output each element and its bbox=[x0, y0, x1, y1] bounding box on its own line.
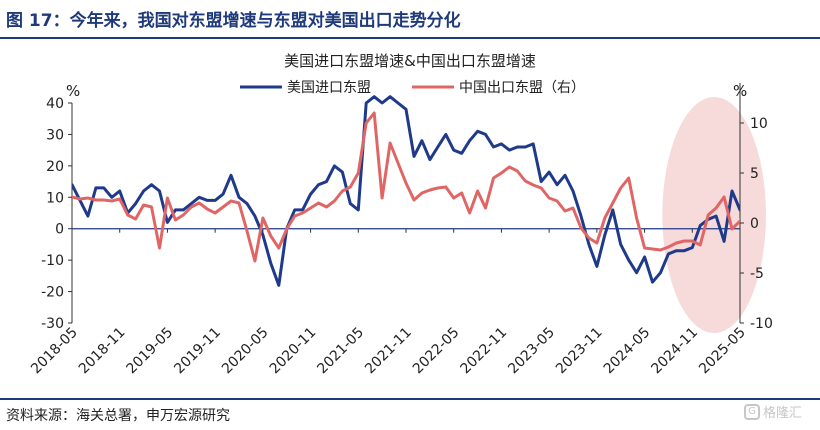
bottom-rule bbox=[0, 398, 820, 400]
right-tick-label: -5 bbox=[750, 266, 764, 282]
series-line-us-imports bbox=[72, 95, 740, 287]
x-tick-label: 2019-05 bbox=[124, 325, 177, 378]
x-tick-label: 2019-11 bbox=[171, 325, 224, 378]
x-tick-label: 2024-11 bbox=[648, 325, 701, 378]
x-tick-label: 2018-11 bbox=[76, 325, 129, 378]
x-tick-label: 2018-05 bbox=[28, 325, 81, 378]
x-tick-label: 2025-05 bbox=[696, 325, 749, 378]
x-tick-label: 2021-11 bbox=[362, 325, 415, 378]
chart: 40 30 20 10 0 -10 -20 -30 10 5 0 -5 -10 2018-052018-1… bbox=[28, 52, 773, 377]
left-tick-label: -30 bbox=[41, 316, 64, 332]
left-tick-label: -20 bbox=[41, 285, 64, 301]
x-tick-label: 2022-05 bbox=[410, 325, 463, 378]
left-tick-label: 20 bbox=[46, 159, 64, 175]
watermark-logo-icon: G bbox=[744, 403, 760, 420]
x-tick-label: 2020-05 bbox=[219, 325, 272, 378]
right-tick-label: -10 bbox=[750, 316, 773, 332]
legend-label-us-imports: 美国进口东盟 bbox=[287, 80, 371, 96]
right-tick-label: 0 bbox=[750, 216, 759, 232]
right-tick-label: 10 bbox=[750, 116, 768, 132]
figure-title: 图 17：今年来，我国对东盟增速与东盟对美国出口走势分化 bbox=[6, 11, 461, 31]
left-axis-unit: % bbox=[66, 82, 80, 100]
left-tick-label: -10 bbox=[41, 253, 64, 269]
left-tick-label: 40 bbox=[46, 96, 64, 112]
series-line-cn-exports bbox=[72, 111, 740, 263]
watermark: G 格隆汇 bbox=[744, 402, 802, 421]
source-note: 资料来源：海关总署，申万宏源研究 bbox=[6, 408, 230, 424]
legend: 美国进口东盟 中国出口东盟（右） bbox=[240, 80, 585, 96]
watermark-text: 格隆汇 bbox=[763, 406, 803, 421]
title-rule bbox=[0, 37, 820, 39]
x-tick-label: 2023-05 bbox=[505, 325, 558, 378]
legend-label-cn-exports: 中国出口东盟（右） bbox=[459, 80, 585, 96]
highlight-ellipse bbox=[662, 97, 767, 333]
left-tick-label: 10 bbox=[46, 190, 64, 206]
tick-labels: 40 30 20 10 0 -10 -20 -30 10 5 0 -5 -10 2018-052018-1… bbox=[28, 96, 773, 377]
left-tick-label: 0 bbox=[55, 222, 64, 238]
series-lines bbox=[72, 95, 740, 287]
right-axis-unit: % bbox=[733, 82, 747, 100]
x-tick-label: 2024-05 bbox=[601, 325, 654, 378]
x-tick-label: 2021-05 bbox=[314, 325, 367, 378]
left-tick-label: 30 bbox=[46, 127, 64, 143]
right-tick-label: 5 bbox=[750, 166, 759, 182]
x-tick-label: 2020-11 bbox=[267, 325, 320, 378]
x-tick-label: 2022-11 bbox=[458, 325, 511, 378]
chart-title: 美国进口东盟增速&中国出口东盟增速 bbox=[284, 52, 536, 70]
x-tick-label: 2023-11 bbox=[553, 325, 606, 378]
